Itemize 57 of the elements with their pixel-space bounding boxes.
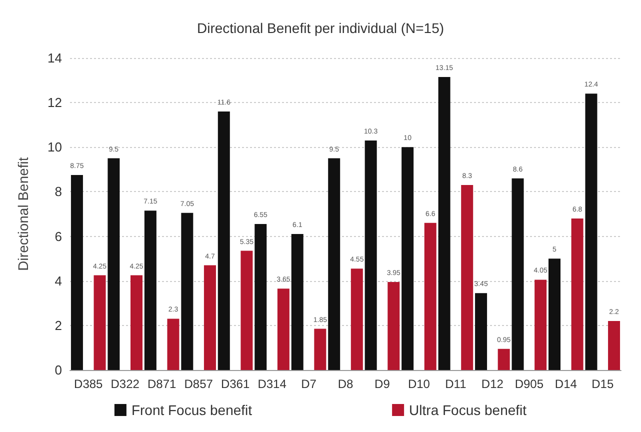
bar [424, 222, 436, 370]
x-tick-label: D322 [110, 377, 140, 391]
legend-label: Front Focus benefit [131, 402, 252, 418]
bar [181, 212, 194, 370]
bar [498, 348, 510, 370]
y-tick-label: 10 [48, 140, 62, 155]
y-tick-label: 12 [48, 95, 62, 110]
y-axis-title: Directional Benefit [15, 157, 31, 271]
bar [277, 288, 290, 370]
x-tick-label: D871 [147, 377, 177, 391]
bar [108, 158, 120, 370]
bar [571, 218, 584, 370]
x-tick-label: D12 [481, 377, 504, 391]
x-tick-label: D314 [258, 377, 287, 391]
x-tick-label: D905 [514, 377, 544, 391]
x-tick-label: D10 [408, 377, 430, 391]
y-tick-label: 4 [54, 273, 62, 288]
bar [475, 293, 488, 370]
x-tick-label: D385 [74, 377, 104, 391]
bar [608, 320, 620, 370]
bar [548, 258, 560, 370]
bar [461, 185, 474, 370]
bar [130, 275, 142, 370]
bar [144, 210, 156, 370]
bar [388, 282, 400, 370]
bar [350, 268, 363, 370]
y-tick-label: 2 [54, 318, 62, 333]
bar [364, 140, 377, 370]
bar [167, 318, 180, 370]
bar [70, 175, 83, 370]
bar [314, 328, 326, 370]
x-tick-label: D857 [184, 377, 214, 391]
x-tick-label: D15 [592, 377, 614, 391]
x-tick-label: D7 [301, 377, 317, 391]
x-tick-label: D8 [338, 377, 354, 391]
y-tick-label: 0 [54, 362, 62, 378]
bar [534, 280, 547, 370]
bar [240, 250, 253, 370]
bar [585, 94, 598, 370]
bar [328, 158, 340, 370]
x-tick-label: D361 [220, 377, 250, 391]
bar [291, 234, 304, 370]
legend-label: Ultra Focus benefit [409, 402, 527, 418]
x-tick-label: D14 [554, 377, 578, 391]
bar [402, 147, 414, 370]
bar [254, 224, 267, 370]
x-tick-label: D11 [445, 377, 467, 391]
bar [218, 111, 230, 370]
y-tick-label: 6 [54, 228, 62, 244]
bar [438, 76, 450, 370]
y-tick-label: 8 [54, 184, 62, 200]
bar [204, 265, 216, 370]
y-tick-label: 14 [48, 50, 62, 66]
bar [94, 275, 106, 370]
x-tick-label: D9 [374, 377, 390, 391]
bar [512, 178, 524, 370]
chart-title: Directional Benefit per individual (N=15) [196, 20, 444, 36]
